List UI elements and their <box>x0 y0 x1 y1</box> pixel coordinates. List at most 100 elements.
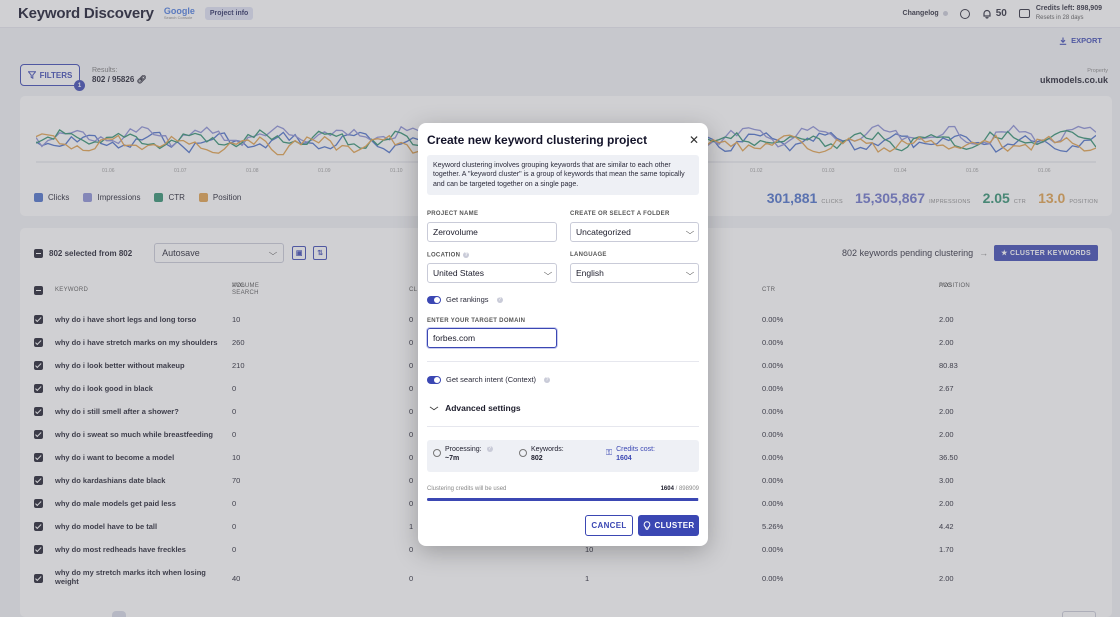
ctr-cell: 0.00% <box>762 338 784 347</box>
ctr-cell: 0.00% <box>762 499 784 508</box>
help-icon[interactable]: ? <box>544 376 551 383</box>
changelog-link[interactable]: Changelog <box>903 10 948 17</box>
property-value: ukmodels.co.uk <box>1039 74 1108 85</box>
row-checkbox[interactable] <box>34 407 43 416</box>
cluster-keywords-button[interactable]: ★ CLUSTER KEYWORDS <box>994 245 1098 261</box>
position-cell: 36.50 <box>939 453 958 462</box>
chart-x-tick: 01.10 <box>390 168 403 174</box>
link-icon[interactable]: 🔗︎ <box>136 75 147 85</box>
cancel-button[interactable]: CANCEL <box>585 515 633 536</box>
legend-ctr[interactable]: CTR <box>154 193 185 202</box>
position-cell: 80.83 <box>939 361 958 370</box>
row-checkbox[interactable] <box>34 361 43 370</box>
row-checkbox[interactable] <box>34 522 43 531</box>
table-row[interactable]: why do my stretch marks itch when losing… <box>34 566 1098 589</box>
top-bar: Keyword Discovery Google Search Console … <box>0 0 1120 28</box>
key-icon: ⚿ <box>606 448 613 457</box>
volume-cell: 210 <box>232 361 245 370</box>
results-summary: Results: 802 / 95826 🔗︎ <box>92 66 147 85</box>
chevron-down-icon: ⌵ <box>685 227 695 236</box>
close-icon[interactable]: ✕ <box>688 133 699 147</box>
language-select[interactable]: English ⌵ <box>570 263 699 283</box>
clicks-cell: 0 <box>409 453 414 462</box>
clicks-cell: 0 <box>409 430 414 439</box>
clicks-cell: 1 <box>409 522 414 531</box>
ctr-cell: 0.00% <box>762 384 784 393</box>
table-row[interactable]: why do i still smell after a shower? 0 0 0.… <box>34 400 1098 423</box>
metric-clicks: 301,881 CLICKS <box>766 190 843 206</box>
row-checkbox[interactable] <box>34 430 43 439</box>
filters-button[interactable]: FILTERS <box>20 64 80 86</box>
credits-info[interactable]: Credits left: 898,909 Resets in 28 days <box>1018 5 1102 22</box>
table-row[interactable]: why do i look better without makeup 210 0 0… <box>34 354 1098 377</box>
row-checkbox[interactable] <box>34 499 43 508</box>
page-size-select[interactable] <box>1062 611 1096 617</box>
row-checkbox[interactable] <box>34 453 43 462</box>
table-row[interactable]: why do most redheads have freckles 0 0 10 0.… <box>34 538 1098 561</box>
legend-checkbox-icon <box>83 193 93 202</box>
table-row[interactable]: why do i look good in black 0 0 0.00% 2.67 <box>34 377 1098 400</box>
row-checkbox[interactable] <box>34 574 43 583</box>
pending-clustering: 802 keywords pending clustering → ★ CLUS… <box>842 245 1098 261</box>
table-row[interactable]: why do i want to become a model 10 0 0.00% 3… <box>34 446 1098 469</box>
help-icon[interactable]: ? <box>463 252 470 258</box>
location-select[interactable]: United States ⌵ <box>427 263 557 283</box>
ctr-cell: 0.00% <box>762 545 784 554</box>
col-clicks[interactable]: CL <box>409 287 418 293</box>
pagination-indicator[interactable] <box>112 611 126 617</box>
search-intent-toggle[interactable] <box>427 375 441 384</box>
autosave-select[interactable]: Autosave ⌵ <box>154 243 285 263</box>
keyword-cell: why do most redheads have freckles <box>55 545 186 554</box>
help-icon[interactable] <box>959 8 970 19</box>
save-icon[interactable]: ▣ <box>292 246 307 260</box>
table-row[interactable]: why do i have stretch marks on my should… <box>34 331 1098 354</box>
app-title: Keyword Discovery <box>18 5 154 22</box>
table-row[interactable]: why do i sweat so much while breastfeedi… <box>34 423 1098 446</box>
chevron-down-icon: ⌵ <box>268 248 278 257</box>
clicks-cell: 0 <box>409 499 414 508</box>
project-info-button[interactable]: Project info <box>204 7 254 20</box>
legend-position[interactable]: Position <box>198 193 241 202</box>
row-checkbox[interactable] <box>34 384 43 393</box>
chart-x-tick: 01.09 <box>318 168 331 174</box>
advanced-settings-toggle[interactable]: ⌵ Advanced settings <box>429 403 521 413</box>
keywords-count: Keywords: 802 <box>519 446 564 464</box>
col-keyword[interactable]: KEYWORD <box>55 287 89 293</box>
columns-icon[interactable]: ⇅ <box>313 246 328 260</box>
col-ctr[interactable]: CTR <box>762 287 776 293</box>
select-all-checkbox[interactable] <box>34 248 43 258</box>
position-cell: 4.42 <box>939 522 954 531</box>
export-button[interactable]: EXPORT <box>1059 36 1102 45</box>
row-checkbox[interactable] <box>34 315 43 324</box>
clock-icon <box>433 449 441 457</box>
help-icon[interactable]: ? <box>496 296 503 303</box>
legend-clicks[interactable]: Clicks <box>34 193 69 202</box>
help-icon[interactable]: ? <box>486 446 493 453</box>
folder-select[interactable]: Uncategorized ⌵ <box>570 222 699 242</box>
table-row[interactable]: why do male models get paid less 0 0 0.00% 2… <box>34 492 1098 515</box>
get-rankings-toggle[interactable] <box>427 295 441 304</box>
clicks-cell: 0 <box>409 315 414 324</box>
target-domain-input[interactable]: forbes.com <box>427 328 557 348</box>
notifications-button[interactable]: 50 <box>982 8 1007 19</box>
row-checkbox[interactable] <box>34 476 43 485</box>
keyword-cell: why do i still smell after a shower? <box>55 407 179 416</box>
position-cell: 3.00 <box>939 476 954 485</box>
header-checkbox[interactable] <box>34 286 43 295</box>
cluster-button[interactable]: CLUSTER <box>638 515 699 536</box>
wallet-icon <box>1018 9 1030 18</box>
keyword-cell: why do i look good in black <box>55 384 153 393</box>
keyword-cell: why do kardashians date black <box>55 476 166 485</box>
row-checkbox[interactable] <box>34 545 43 554</box>
results-value: 802 / 95826 <box>92 75 135 85</box>
chart-x-tick: 01.03 <box>822 168 835 174</box>
table-row[interactable]: why do model have to be tall 0 1 5.26% 4.42 <box>34 515 1098 538</box>
table-row[interactable]: why do kardashians date black 70 0 0.00% 3.0… <box>34 469 1098 492</box>
clicks-cell: 0 <box>409 361 414 370</box>
position-cell: 2.00 <box>939 338 954 347</box>
project-name-input[interactable]: Zerovolume <box>427 222 557 242</box>
volume-cell: 10 <box>232 315 241 324</box>
table-row[interactable]: why do i have short legs and long torso 1… <box>34 308 1098 331</box>
row-checkbox[interactable] <box>34 338 43 347</box>
legend-impressions[interactable]: Impressions <box>83 193 140 202</box>
